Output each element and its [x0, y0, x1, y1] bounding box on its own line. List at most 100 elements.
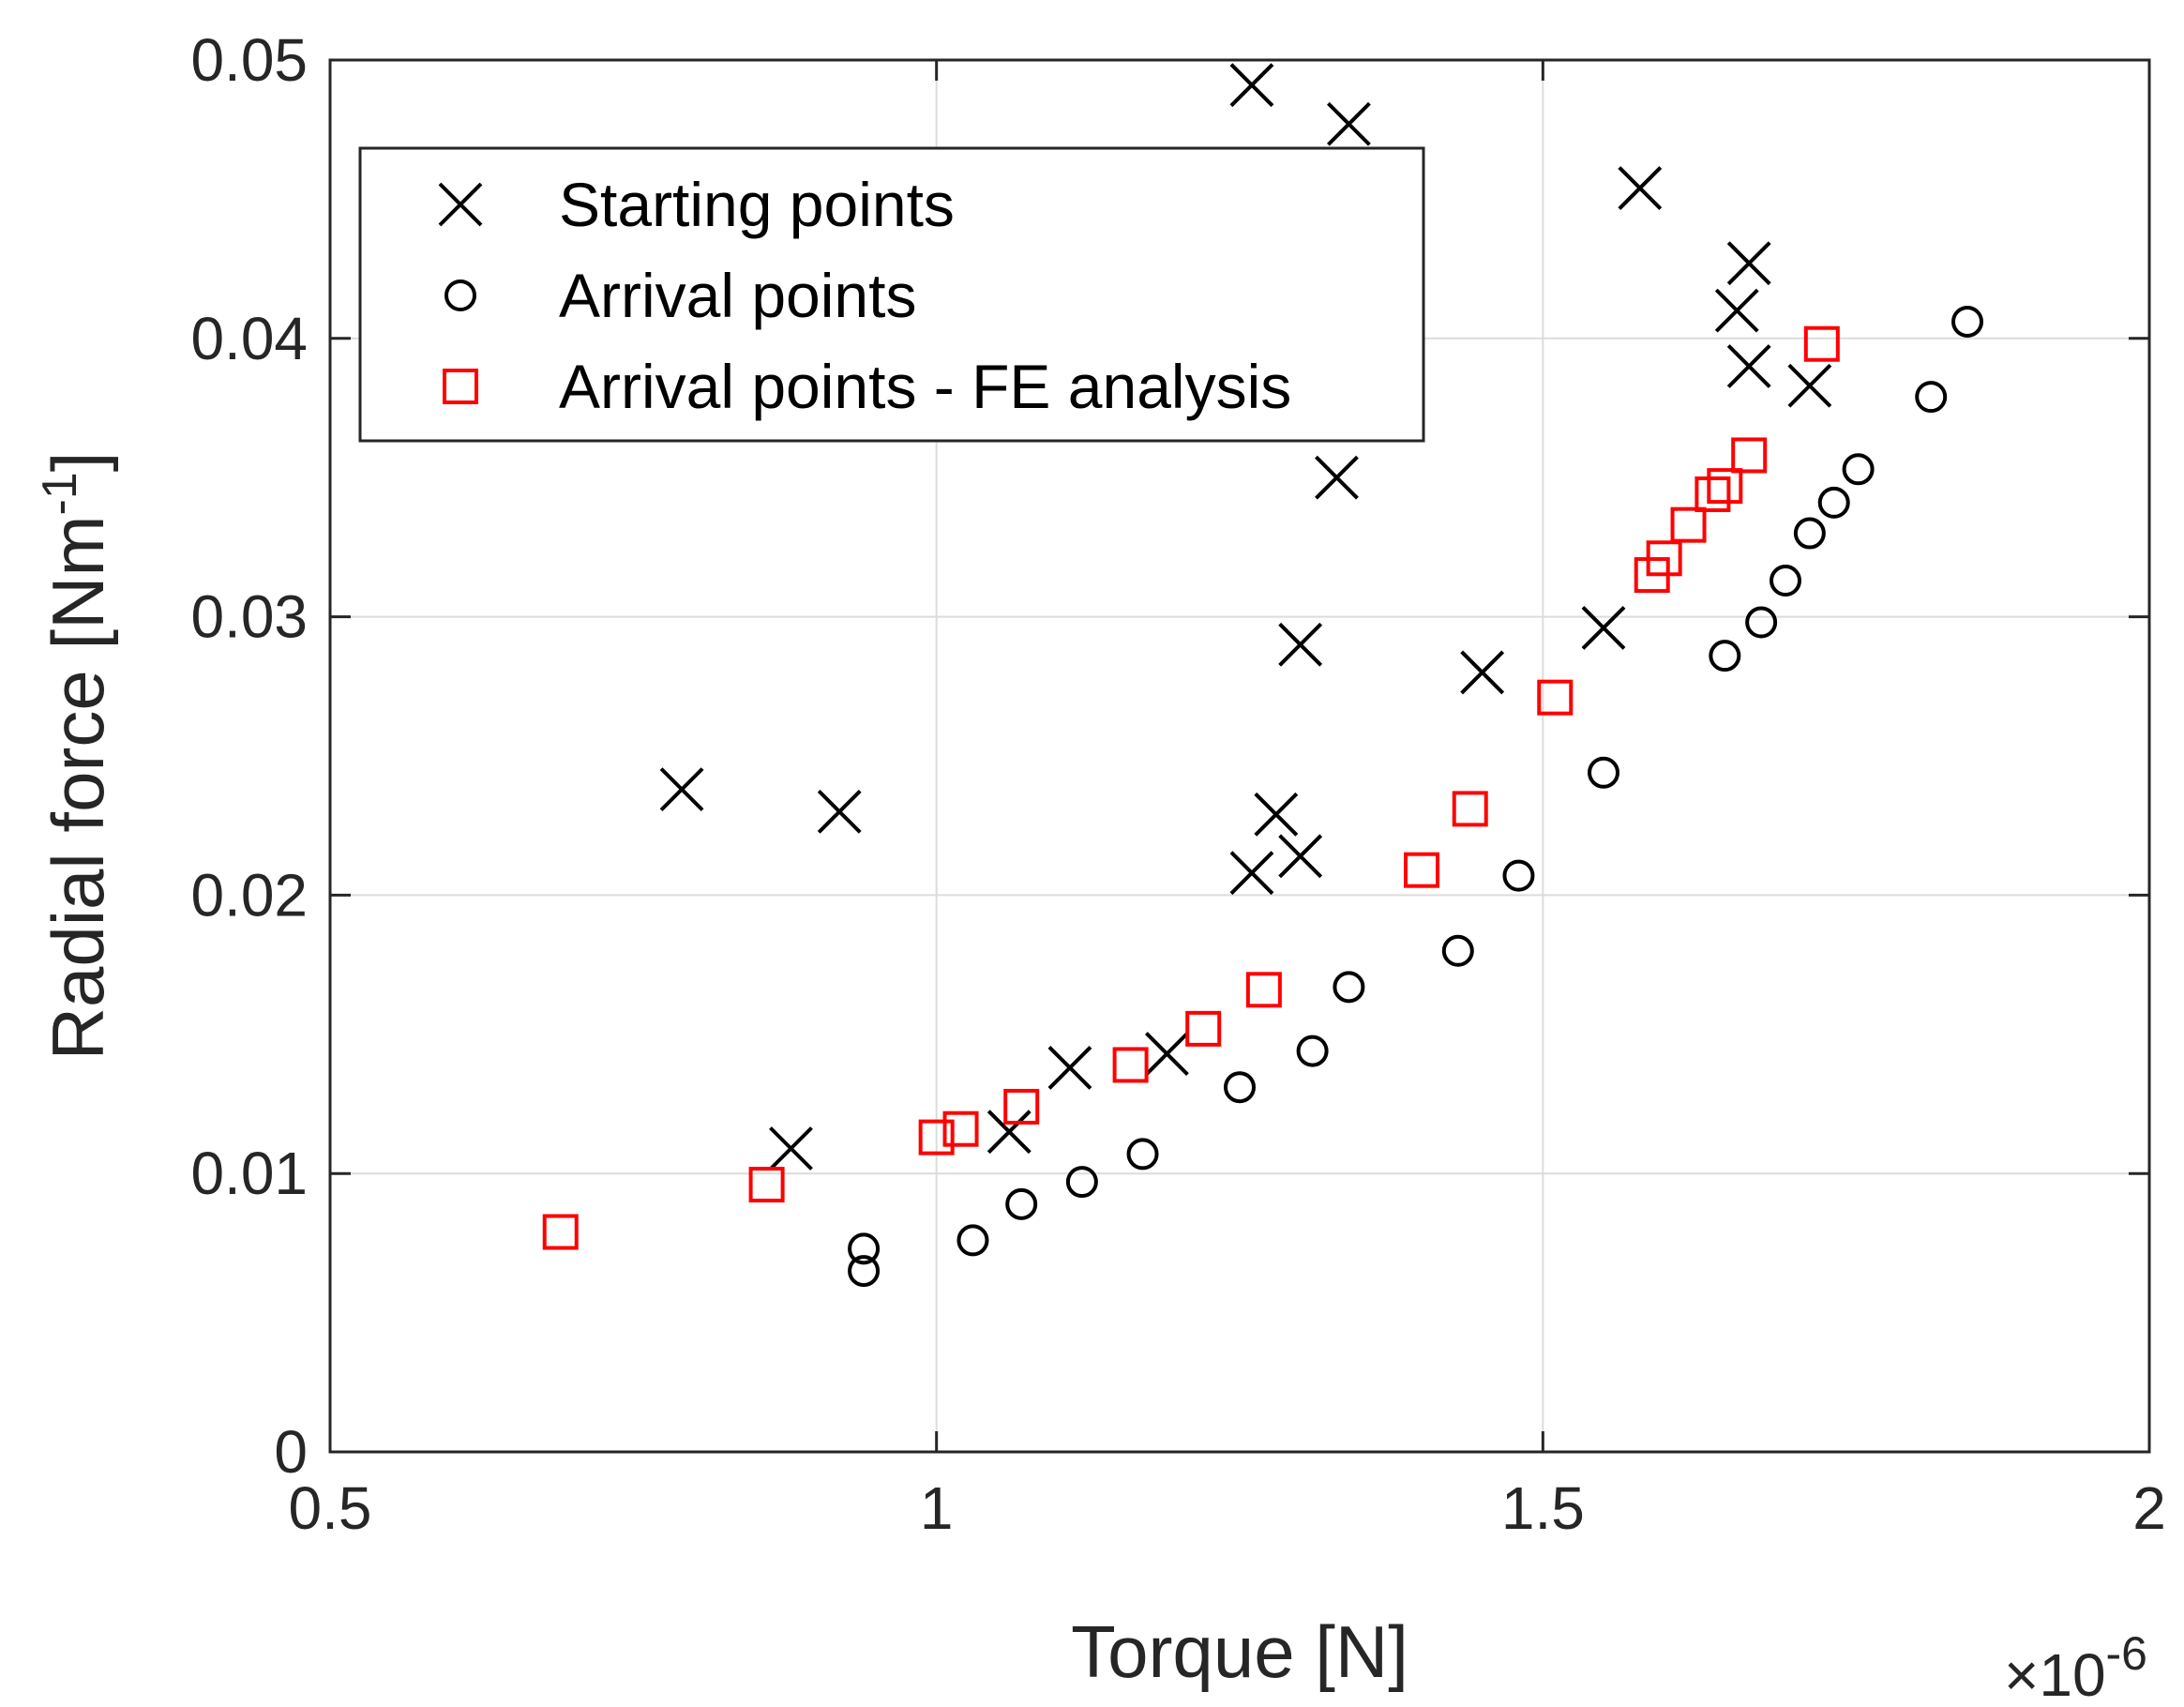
fe-arrival-point	[1731, 437, 1768, 474]
starting-point-stroke-b	[1144, 1032, 1189, 1076]
starting-point	[1229, 63, 1274, 108]
arrival-point	[1951, 305, 1983, 338]
legend-box	[358, 146, 1425, 443]
y-tick-label: 0.03	[190, 583, 308, 651]
starting-point	[987, 1110, 1032, 1155]
series-arrival-point	[848, 305, 1983, 1288]
starting-point-stroke-b	[1726, 344, 1771, 388]
starting-point	[1726, 241, 1771, 286]
y-tick-label: 0.04	[190, 305, 308, 372]
fe-arrival-point	[1003, 1088, 1040, 1125]
y-axis-label-end: ]	[37, 452, 119, 473]
arrival-point	[1842, 453, 1875, 486]
starting-point-stroke-b	[1787, 363, 1832, 408]
x-tick-label: 1	[920, 1474, 954, 1542]
starting-point	[1326, 101, 1371, 146]
starting-point	[1315, 455, 1359, 500]
starting-point	[1144, 1032, 1189, 1076]
starting-point-stroke-b	[1254, 792, 1299, 837]
arrival-point	[1333, 971, 1365, 1004]
fe-arrival-point	[1404, 852, 1439, 888]
x-axis-exponent-power: -6	[2106, 1627, 2147, 1680]
series-fe-arrival-point	[542, 325, 1840, 1250]
fe-arrival-point	[1803, 325, 1840, 362]
starting-point-stroke-b	[987, 1110, 1032, 1155]
arrival-point	[1770, 565, 1801, 597]
arrival-point	[1915, 381, 1948, 414]
starting-point	[1726, 344, 1771, 388]
starting-point-stroke-b	[1047, 1046, 1092, 1090]
starting-point-stroke-b	[1278, 834, 1323, 879]
fe-arrival-point	[1707, 468, 1743, 505]
fe-arrival-point	[942, 1110, 979, 1147]
starting-point-stroke-b	[1326, 101, 1371, 146]
y-tick-label: 0.01	[190, 1140, 308, 1207]
arrival-point	[1296, 1035, 1329, 1067]
fe-arrival-point	[1694, 476, 1731, 513]
arrival-point	[1502, 859, 1535, 892]
starting-point-stroke-b	[1618, 166, 1663, 210]
starting-point	[1254, 792, 1299, 837]
x-tick-label: 2	[2132, 1474, 2166, 1542]
plot-frame	[328, 58, 2151, 1454]
arrival-point	[1588, 756, 1619, 789]
starting-point	[769, 1126, 813, 1171]
starting-point-stroke-b	[1315, 455, 1359, 500]
starting-point	[1581, 606, 1626, 650]
arrival-point	[1709, 640, 1741, 672]
arrival-point	[1817, 486, 1850, 519]
legend-entries: Starting points Arrival points Arrival poi…	[438, 170, 1291, 421]
arrival-point	[1745, 606, 1778, 639]
starting-point	[659, 767, 704, 812]
starting-point	[1460, 650, 1505, 695]
x-axis-exponent: ×10-6	[2004, 1627, 2147, 1707]
fe-arrival-point	[748, 1167, 785, 1203]
starting-point	[817, 789, 862, 834]
starting-point-stroke-b	[1460, 650, 1505, 695]
starting-point-stroke-b	[659, 767, 704, 812]
starting-point	[1714, 288, 1759, 333]
arrival-point	[1065, 1166, 1098, 1199]
series-starting-point	[659, 63, 1832, 1171]
starting-point-stroke-b	[817, 789, 862, 834]
y-tick-label: 0	[274, 1418, 308, 1486]
legend-marker-fe-arrival-point	[443, 369, 478, 404]
y-axis-label-base: Radial force [Nm	[37, 516, 119, 1061]
legend-label-starting-point: Starting points	[559, 170, 955, 239]
starting-point-stroke-b	[1726, 241, 1771, 286]
fe-arrival-point	[1185, 1010, 1222, 1047]
fe-arrival-point	[1670, 506, 1707, 543]
data-marks	[542, 63, 1983, 1288]
y-axis-label-superscript: -1	[33, 472, 87, 515]
fe-arrival-point	[1537, 679, 1574, 716]
legend: Starting points Arrival points Arrival poi…	[358, 146, 1425, 443]
starting-point-stroke-b	[1229, 851, 1274, 896]
x-axis-exponent-base: ×10	[2004, 1641, 2106, 1707]
y-axis-label: Radial force [Nm-1]	[33, 452, 119, 1061]
arrival-point	[848, 1232, 881, 1265]
starting-point	[1787, 363, 1832, 408]
arrival-point	[848, 1255, 881, 1288]
fe-arrival-point	[1646, 540, 1682, 577]
starting-point	[1047, 1046, 1092, 1090]
starting-point-stroke-b	[1714, 288, 1759, 333]
starting-point-stroke-b	[1581, 606, 1626, 650]
starting-point-stroke-b	[1229, 63, 1274, 108]
arrival-point	[1793, 517, 1826, 550]
starting-point	[1229, 851, 1274, 896]
starting-point-stroke-b	[769, 1126, 813, 1171]
fe-arrival-point	[542, 1214, 579, 1250]
x-tick-label: 1.5	[1501, 1474, 1585, 1542]
legend-label-arrival-point: Arrival points	[559, 261, 916, 330]
legend-marker-starting-point	[438, 182, 483, 227]
y-tick-label: 0.05	[190, 26, 308, 94]
fe-arrival-point	[1452, 791, 1488, 827]
fe-arrival-point	[918, 1119, 955, 1156]
legend-marker-starting-point-stroke-b	[438, 182, 483, 227]
arrival-point	[1224, 1071, 1256, 1104]
y-tick-label: 0.02	[190, 861, 308, 929]
starting-point	[1278, 622, 1323, 667]
starting-point	[1618, 166, 1663, 210]
legend-label-fe-arrival-point: Arrival points - FE analysis	[559, 352, 1291, 421]
